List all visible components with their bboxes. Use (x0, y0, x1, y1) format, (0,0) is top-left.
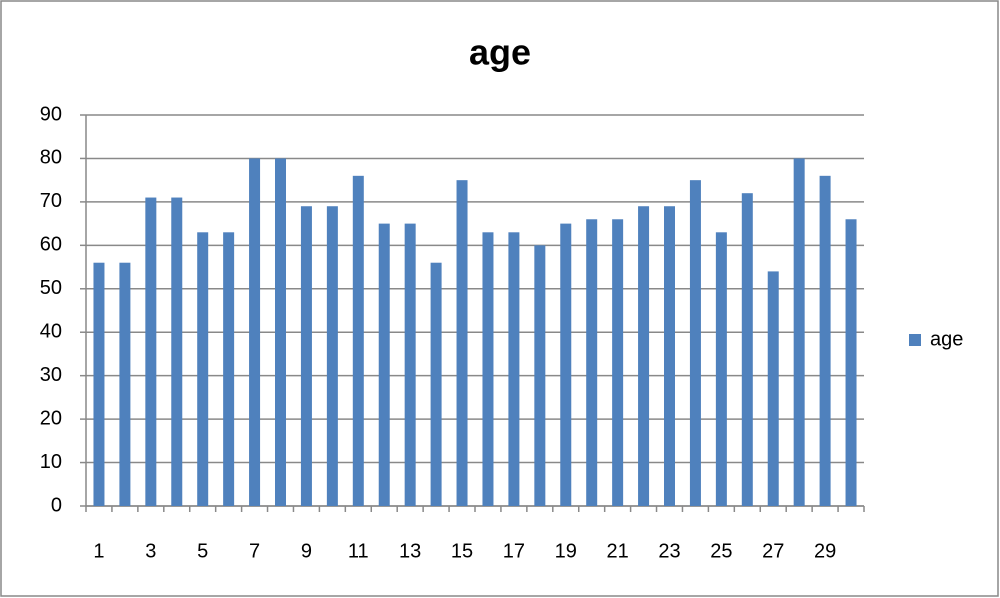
bar (508, 232, 520, 507)
x-tick-label: 1 (93, 540, 104, 562)
x-tick-label: 29 (814, 540, 836, 562)
bar (612, 219, 624, 506)
x-tick-label: 15 (451, 540, 473, 562)
y-tick-label: 50 (40, 277, 62, 299)
x-tick-label: 23 (658, 540, 680, 562)
bar (326, 206, 338, 506)
bar (560, 223, 572, 506)
y-tick-label: 60 (40, 234, 62, 256)
bar (223, 232, 235, 507)
bar (793, 158, 805, 506)
x-tick-label: 11 (348, 540, 369, 562)
bar (249, 158, 261, 506)
bar (638, 206, 650, 506)
x-tick-label: 27 (762, 540, 784, 562)
bar (93, 262, 105, 506)
bar (145, 197, 157, 507)
x-tick-label: 13 (399, 540, 421, 562)
y-tick-label: 90 (40, 103, 62, 125)
legend-label: age (930, 328, 963, 350)
bar (664, 206, 675, 506)
x-tick-label: 21 (607, 540, 629, 562)
bar (845, 219, 857, 506)
bar (171, 197, 183, 507)
bar (352, 175, 364, 507)
bar (430, 262, 442, 506)
bar (119, 262, 131, 506)
y-tick-label: 70 (40, 190, 62, 212)
bar (404, 223, 416, 506)
y-tick-label: 30 (40, 364, 62, 386)
bar (741, 193, 753, 506)
x-tick-label: 9 (301, 540, 312, 562)
bar (819, 175, 831, 507)
x-tick-label: 5 (197, 540, 208, 562)
bar (482, 232, 494, 507)
bar (275, 158, 286, 506)
x-tick-label: 3 (145, 540, 156, 562)
chart-title: age (469, 32, 531, 73)
bar (534, 245, 546, 507)
bar (456, 180, 468, 506)
x-tick-label: 25 (710, 540, 732, 562)
x-tick-label: 19 (555, 540, 577, 562)
bar (715, 232, 727, 507)
y-tick-label: 20 (40, 407, 62, 429)
bar (586, 219, 598, 506)
y-tick-label: 40 (40, 321, 62, 343)
bar (689, 180, 701, 506)
y-tick-label: 10 (40, 451, 62, 473)
y-tick-label: 80 (40, 147, 62, 169)
legend-swatch (909, 334, 921, 346)
bar (300, 206, 312, 506)
x-tick-label: 7 (249, 540, 260, 562)
x-tick-label: 17 (503, 540, 525, 562)
bar (197, 232, 209, 507)
bar (767, 271, 779, 506)
y-tick-label: 0 (51, 494, 62, 516)
bar (378, 223, 390, 506)
